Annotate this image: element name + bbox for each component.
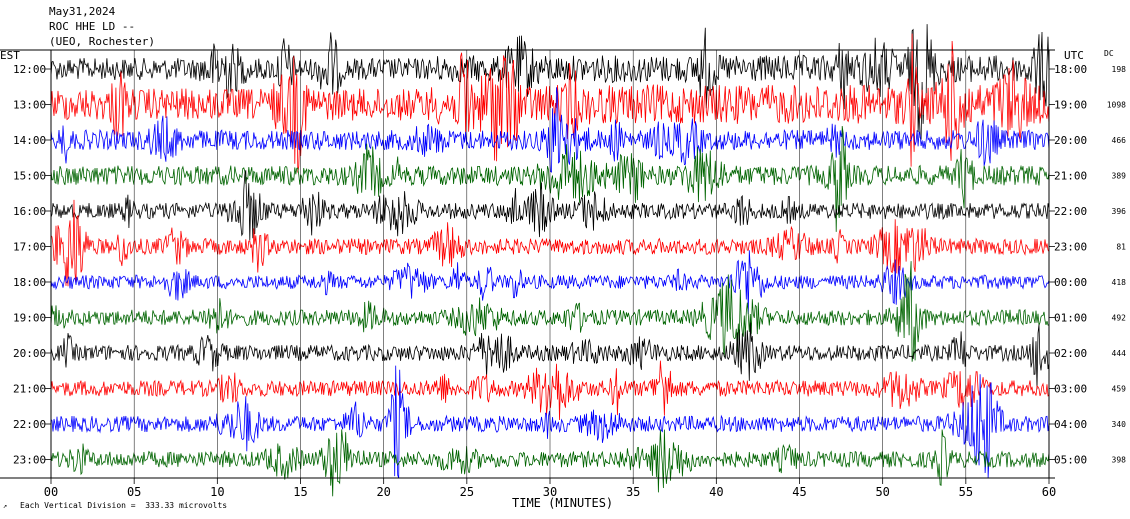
est-time-label: 13:00 — [13, 99, 46, 112]
x-tick-label: 15 — [293, 485, 307, 499]
x-tick-label: 05 — [127, 485, 141, 499]
utc-time-label: 21:00 — [1054, 170, 1087, 183]
dc-offset-value: 389 — [1112, 172, 1127, 181]
utc-time-label: 00:00 — [1054, 276, 1087, 289]
dc-offset-value: 466 — [1112, 136, 1127, 145]
utc-time-label: 18:00 — [1054, 63, 1087, 76]
utc-label: UTC — [1064, 49, 1084, 62]
est-time-label: 22:00 — [13, 418, 46, 431]
utc-time-label: 01:00 — [1054, 312, 1087, 325]
x-tick-label: 30 — [543, 485, 557, 499]
est-label: EST — [0, 49, 20, 62]
chart-date: May31,2024 — [49, 5, 116, 18]
dc-label: DC — [1104, 49, 1114, 58]
scale-icon: ↗ — [3, 502, 8, 510]
est-time-label: 21:00 — [13, 383, 46, 396]
x-tick-label: 10 — [210, 485, 224, 499]
utc-time-label: 22:00 — [1054, 205, 1087, 218]
dc-offset-value: 398 — [1112, 456, 1127, 465]
utc-time-label: 03:00 — [1054, 383, 1087, 396]
utc-time-label: 19:00 — [1054, 99, 1087, 112]
est-time-label: 20:00 — [13, 347, 46, 360]
utc-time-label: 20:00 — [1054, 134, 1087, 147]
est-time-label: 14:00 — [13, 134, 46, 147]
est-time-label: 16:00 — [13, 205, 46, 218]
scale-note: Each Vertical Division = 333.33 microvol… — [20, 501, 228, 510]
dc-offset-value: 198 — [1112, 65, 1127, 74]
utc-time-label: 02:00 — [1054, 347, 1087, 360]
dc-offset-value: 340 — [1112, 420, 1127, 429]
station-location: (UEO, Rochester) — [49, 35, 155, 48]
utc-time-label: 23:00 — [1054, 241, 1087, 254]
dc-offset-value: 444 — [1112, 349, 1127, 358]
x-tick-label: 60 — [1042, 485, 1056, 499]
x-tick-label: 00 — [44, 485, 58, 499]
dc-offset-value: 81 — [1116, 243, 1126, 252]
utc-time-label: 05:00 — [1054, 454, 1087, 467]
x-tick-label: 25 — [460, 485, 474, 499]
x-tick-label: 55 — [959, 485, 973, 499]
dc-offset-value: 492 — [1112, 314, 1127, 323]
est-time-label: 23:00 — [13, 454, 46, 467]
x-axis-label: TIME (MINUTES) — [512, 496, 614, 510]
station-code: ROC HHE LD -- — [49, 20, 136, 33]
utc-time-label: 04:00 — [1054, 418, 1087, 431]
x-tick-label: 45 — [792, 485, 806, 499]
grid-layer — [0, 49, 1055, 479]
x-tick-label: 20 — [376, 485, 390, 499]
dc-offset-value: 1098 — [1107, 101, 1126, 110]
dc-offset-value: 396 — [1112, 207, 1127, 216]
est-time-label: 17:00 — [13, 241, 46, 254]
dc-offset-value: 459 — [1112, 385, 1127, 394]
dc-offset-value: 418 — [1112, 278, 1127, 287]
est-time-label: 15:00 — [13, 170, 46, 183]
est-time-label: 19:00 — [13, 312, 46, 325]
label-layer: 12:00 18:00 198 13:00 19:00 1098 14:00 20:00 466… — [13, 63, 1126, 499]
est-time-label: 12:00 — [13, 63, 46, 76]
x-tick-label: 50 — [875, 485, 889, 499]
x-tick-label: 35 — [626, 485, 640, 499]
x-tick-label: 40 — [709, 485, 723, 499]
est-time-label: 18:00 — [13, 276, 46, 289]
